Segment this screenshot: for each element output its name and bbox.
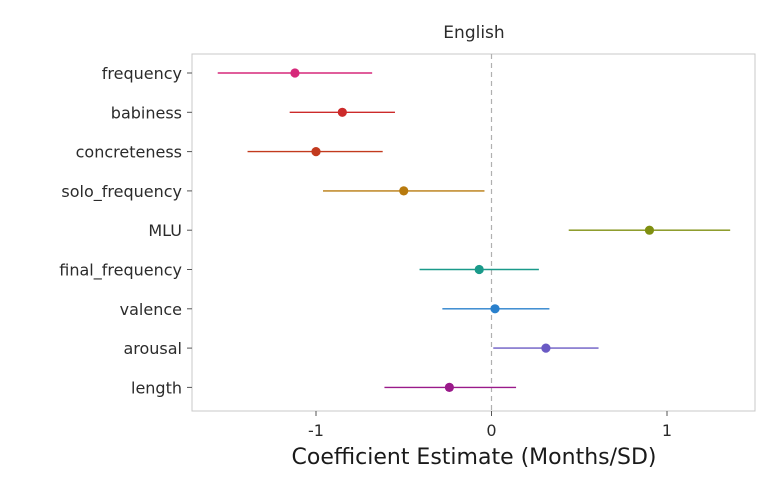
point-concreteness — [311, 147, 321, 157]
point-frequency — [290, 68, 300, 78]
point-length — [444, 382, 454, 392]
y-tick-label: valence — [120, 300, 182, 319]
x-tick-label: 1 — [662, 421, 672, 440]
y-tick-label: length — [131, 378, 182, 397]
y-tick-label: babiness — [111, 103, 182, 122]
x-axis-title: Coefficient Estimate (Months/SD) — [292, 445, 657, 470]
point-arousal — [541, 343, 551, 353]
plot-panel — [191, 53, 756, 412]
point-valence — [490, 304, 500, 314]
point-babiness — [337, 107, 347, 117]
point-final_frequency — [474, 264, 484, 275]
facet-title: English — [443, 23, 504, 43]
point-MLU — [644, 225, 655, 235]
y-tick-label: solo_frequency — [61, 182, 182, 202]
x-tick-label: -1 — [308, 421, 324, 440]
y-tick-label: concreteness — [76, 143, 182, 162]
y-tick-label: MLU — [148, 221, 182, 240]
point-solo_frequency — [399, 186, 409, 196]
y-tick-label: final_frequency — [59, 261, 182, 281]
x-tick-label: 0 — [486, 421, 496, 440]
y-tick-label: arousal — [123, 339, 182, 358]
y-tick-label: frequency — [102, 64, 182, 83]
